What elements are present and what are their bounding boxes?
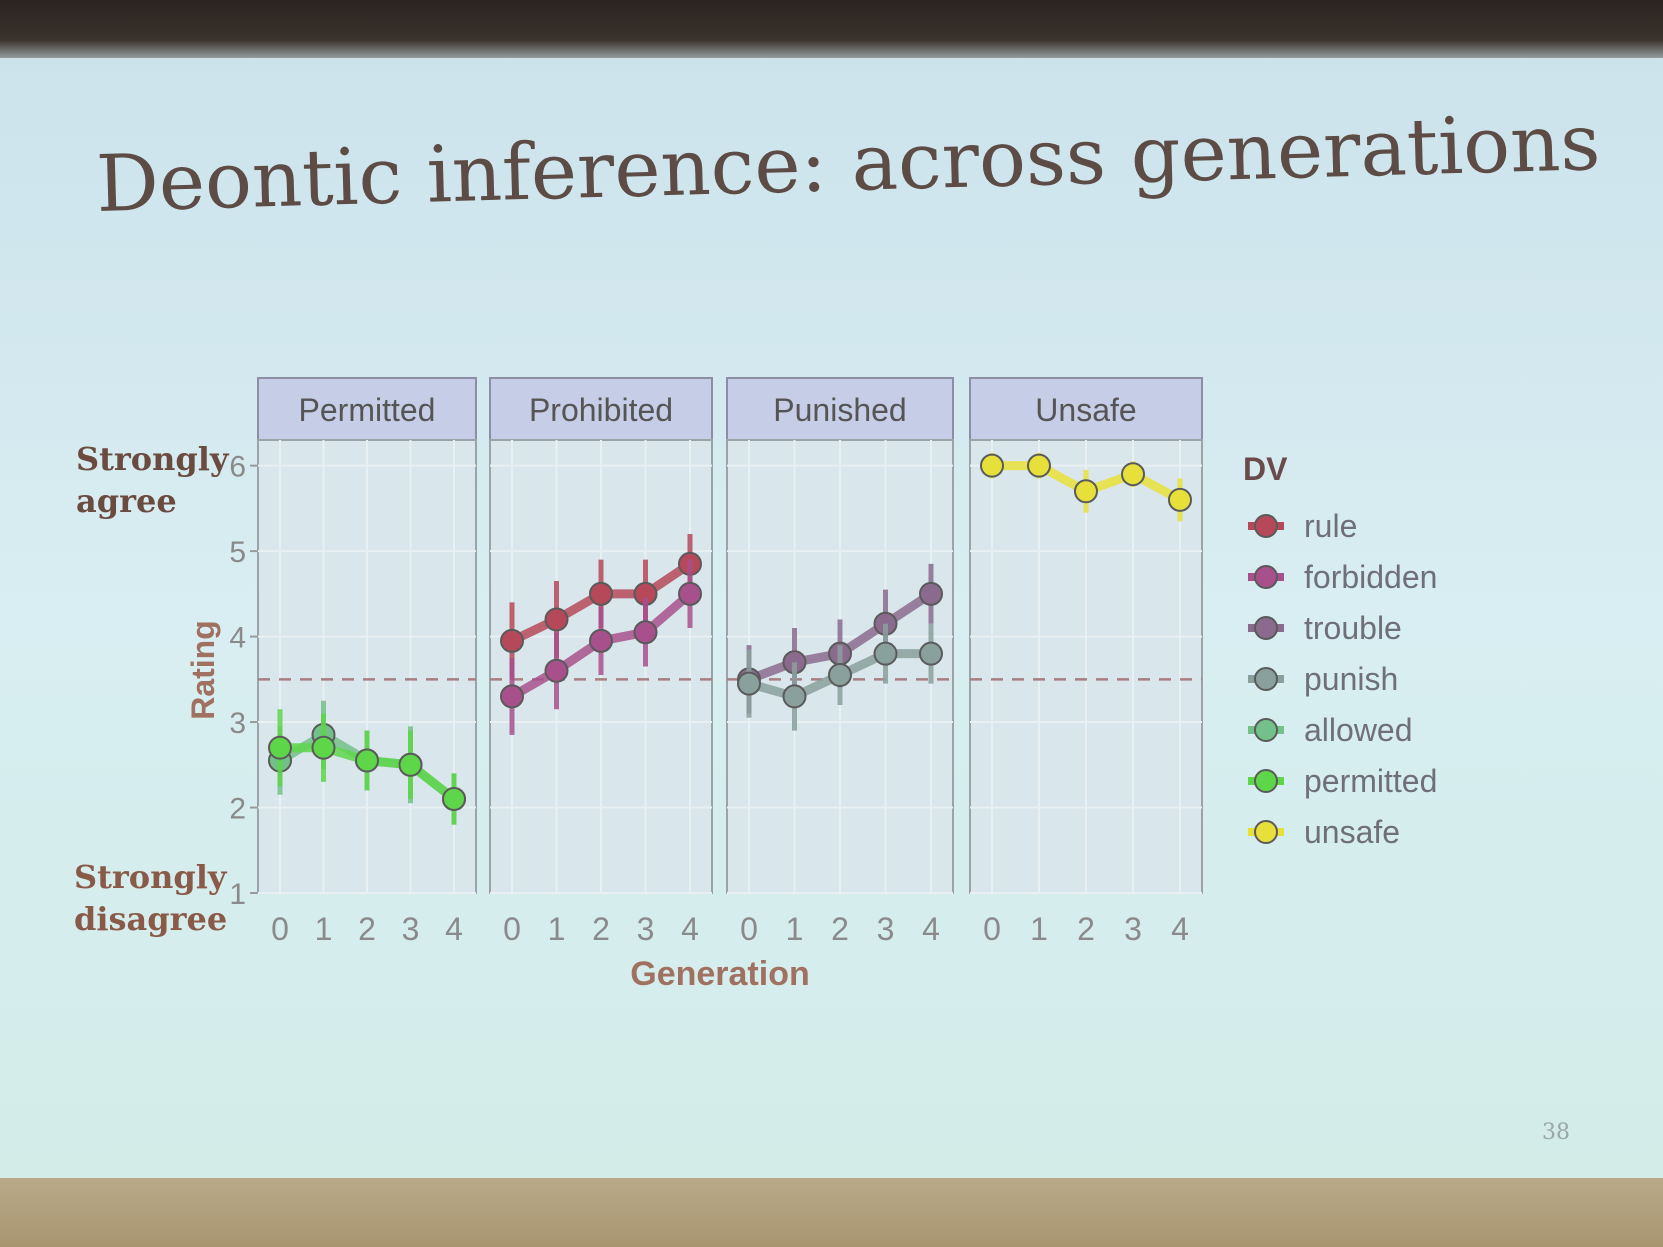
data-point-unsafe: [1168, 487, 1192, 512]
data-point-punish: [873, 641, 898, 666]
x-tick-label: 4: [922, 911, 940, 947]
y-tick-label: 2: [229, 793, 246, 826]
facet-strip: [969, 377, 1203, 441]
y-tick-label: 3: [229, 707, 246, 740]
y-tick-label: 6: [229, 451, 246, 484]
x-tick-label: 3: [402, 911, 420, 947]
x-tick-label: 3: [637, 911, 655, 947]
facet-title: Punished: [773, 392, 906, 428]
data-point-permitted: [311, 735, 336, 760]
legend-label: unsafe: [1304, 814, 1400, 850]
legend-item-allowed: allowed: [1248, 712, 1413, 748]
data-point-forbidden: [678, 581, 702, 606]
x-tick-label: 2: [592, 911, 610, 947]
x-tick-label: 2: [831, 911, 849, 947]
data-point-forbidden: [544, 658, 569, 683]
data-point-unsafe: [980, 453, 1004, 478]
y-anchor-top-line2: agree: [76, 482, 177, 520]
legend-swatch-point: [1254, 616, 1278, 640]
data-point-punish: [782, 684, 807, 709]
legend-item-unsafe: unsafe: [1248, 814, 1400, 850]
legend-swatch-point: [1254, 718, 1278, 742]
page-number: 38: [1542, 1120, 1570, 1145]
y-anchor-top-line1: Strongly: [76, 440, 230, 478]
y-anchor-bottom-line1: Strongly: [74, 858, 228, 896]
legend-label: permitted: [1304, 763, 1437, 799]
x-tick-label: 3: [1124, 911, 1142, 947]
panel-unsafe: Unsafe 0 1 2 3 4: [969, 377, 1203, 947]
x-tick-label: 1: [786, 911, 804, 947]
legend-label: trouble: [1304, 610, 1402, 646]
legend-swatch-point: [1254, 565, 1278, 589]
x-tick-label: 1: [1030, 911, 1048, 947]
panel-punished: Punished 0 1 2 3 4: [726, 377, 954, 947]
data-point-rule: [500, 628, 524, 653]
data-point-forbidden: [500, 684, 524, 709]
facet-strip: [489, 377, 713, 441]
y-anchor-bottom-line2: disagree: [74, 900, 227, 938]
data-point-punish: [919, 641, 943, 666]
data-point-unsafe: [1074, 479, 1098, 504]
legend-swatch-point: [1254, 769, 1278, 793]
legend-label: rule: [1304, 508, 1357, 544]
y-tick-label: 1: [229, 878, 246, 911]
data-point-rule: [544, 607, 569, 632]
x-tick-label: 0: [503, 911, 521, 947]
x-tick-label: 3: [877, 911, 895, 947]
x-tick-label: 2: [1077, 911, 1095, 947]
data-point-unsafe: [1027, 453, 1051, 478]
y-tick-label: 5: [229, 536, 246, 569]
legend-item-punish: punish: [1248, 661, 1398, 697]
x-tick-label: 0: [983, 911, 1001, 947]
data-point-permitted: [355, 748, 379, 773]
y-tick-label: 4: [229, 622, 246, 655]
data-point-forbidden: [589, 628, 613, 653]
legend-label: forbidden: [1304, 559, 1437, 595]
legend-label: allowed: [1304, 712, 1413, 748]
y-axis-label: Rating: [185, 620, 221, 720]
legend-item-permitted: permitted: [1248, 763, 1437, 799]
data-point-rule: [589, 581, 613, 606]
legend-item-forbidden: forbidden: [1248, 559, 1437, 595]
data-point-punish: [737, 671, 761, 696]
x-tick-label: 1: [315, 911, 333, 947]
data-point-trouble: [919, 581, 943, 606]
panel-prohibited: Prohibited 0 1 2 3 4: [489, 377, 713, 947]
x-tick-label: 1: [548, 911, 566, 947]
x-tick-label: 2: [358, 911, 376, 947]
legend-swatch-point: [1254, 514, 1278, 538]
legend-swatch-point: [1254, 820, 1278, 844]
legend-item-trouble: trouble: [1248, 610, 1402, 646]
panel-permitted: Permitted 0 1 2 3 4: [257, 377, 477, 947]
data-point-permitted: [398, 752, 423, 777]
legend-item-rule: rule: [1248, 508, 1357, 544]
x-tick-label: 4: [681, 911, 699, 947]
legend-swatch-point: [1254, 667, 1278, 691]
x-tick-label: 0: [740, 911, 758, 947]
legend: DV rule forbidden trouble punish allowed permi…: [1243, 451, 1437, 850]
facet-title: Unsafe: [1035, 392, 1136, 428]
facet-strip: [257, 377, 477, 441]
data-point-permitted: [442, 786, 466, 811]
data-point-unsafe: [1121, 462, 1145, 487]
data-point-permitted: [268, 735, 292, 760]
legend-title: DV: [1243, 451, 1288, 487]
data-point-forbidden: [633, 620, 658, 645]
room-floor-strip: [0, 1178, 1663, 1247]
facet-title: Permitted: [299, 392, 436, 428]
facet-title: Prohibited: [529, 392, 673, 428]
facet-strip: [726, 377, 954, 441]
data-point-punish: [828, 663, 852, 688]
legend-label: punish: [1304, 661, 1398, 697]
x-tick-label: 4: [1171, 911, 1189, 947]
x-tick-label: 0: [271, 911, 289, 947]
x-axis-label: Generation: [630, 955, 809, 993]
x-tick-label: 4: [445, 911, 463, 947]
